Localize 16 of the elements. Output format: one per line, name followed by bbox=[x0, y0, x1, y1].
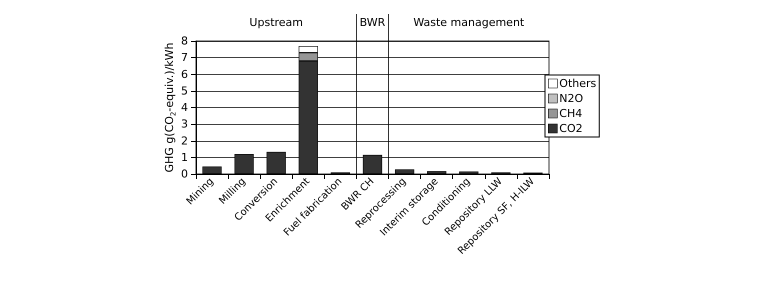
legend-label: CO2 bbox=[559, 122, 583, 135]
text: BWR bbox=[360, 16, 386, 29]
y-tick-label: 0 bbox=[181, 168, 188, 180]
y-tick-label: 6 bbox=[181, 68, 188, 81]
text: Upstream bbox=[249, 16, 304, 29]
y-tick-label: 5 bbox=[181, 84, 188, 98]
y-tick-label: 7 bbox=[181, 51, 188, 64]
y-tick-label: 1 bbox=[181, 150, 188, 164]
y-tick-label: 4 bbox=[181, 101, 188, 114]
legend-label: N2O bbox=[559, 92, 584, 105]
legend-label: CH4 bbox=[559, 107, 582, 120]
y-tick-label: 8 bbox=[181, 34, 188, 48]
legend-label: Others bbox=[559, 77, 597, 90]
y-tick-label: 2 bbox=[181, 134, 188, 148]
text: Waste management bbox=[413, 16, 525, 29]
y-tick-label: 3 bbox=[181, 118, 188, 131]
